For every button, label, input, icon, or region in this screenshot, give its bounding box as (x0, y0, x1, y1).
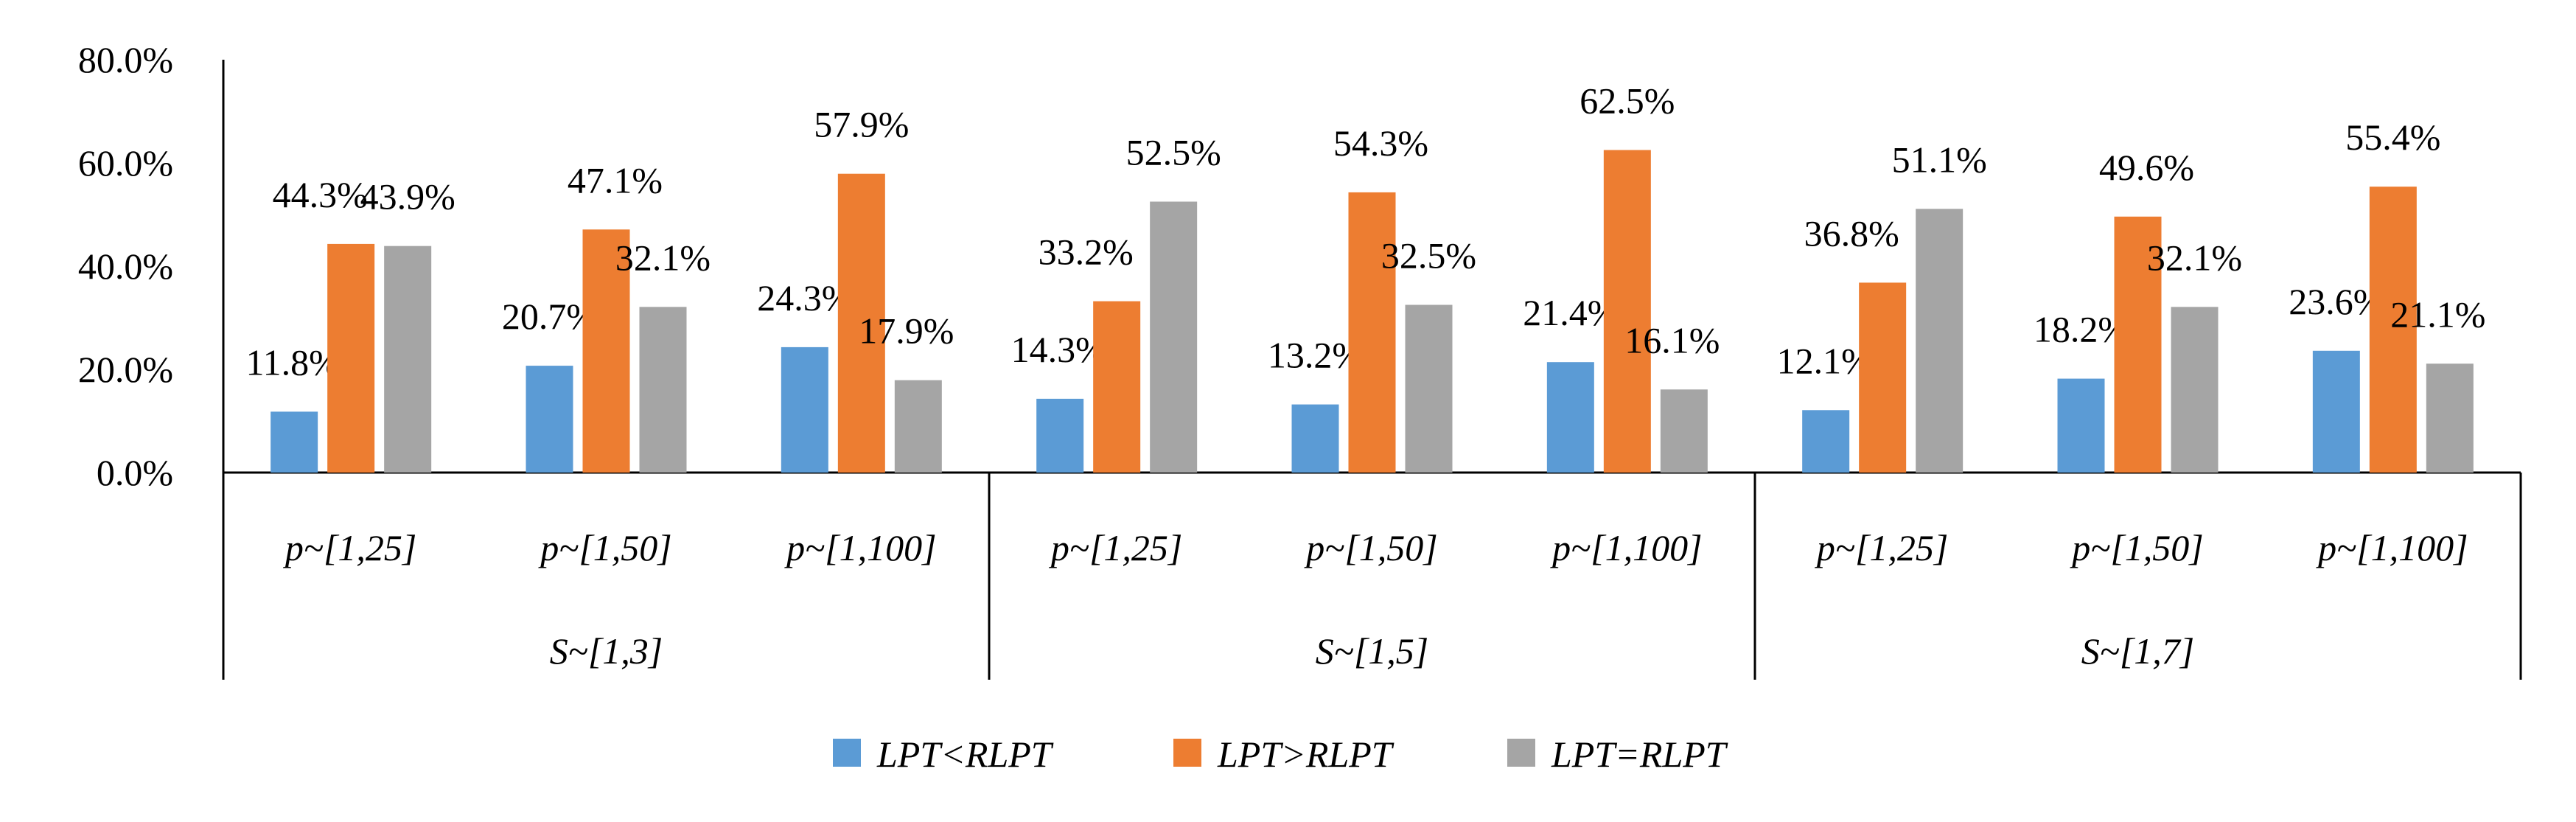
bar (1405, 304, 1453, 473)
category-label: p~[1,50] (1304, 527, 1437, 568)
data-label: 20.7% (502, 296, 597, 337)
bar (1546, 362, 1594, 473)
bar (2426, 363, 2474, 473)
category-label: p~[1,25] (1049, 527, 1182, 568)
bar (1093, 301, 1141, 473)
bar (2312, 350, 2360, 473)
y-tick-label: 60.0% (78, 142, 173, 184)
data-label: 24.3% (757, 277, 852, 318)
bar (384, 245, 432, 473)
data-label: 44.3% (273, 174, 368, 215)
data-label: 52.5% (1126, 132, 1221, 173)
data-label: 51.1% (1892, 139, 1987, 180)
data-label: 21.4% (1523, 292, 1618, 333)
legend-swatch (833, 739, 861, 767)
bar (327, 243, 375, 473)
group-label: S~[1,5] (1316, 630, 1428, 672)
data-label: 21.1% (2390, 293, 2485, 335)
legend-label: LPT<RLPT (876, 734, 1054, 775)
data-label: 49.6% (2099, 147, 2194, 188)
bar (2369, 187, 2417, 473)
legend-swatch (1173, 739, 1201, 767)
bar (837, 173, 885, 473)
data-label: 57.9% (814, 104, 909, 145)
y-tick-label: 40.0% (78, 245, 173, 287)
data-label: 11.8% (246, 341, 340, 383)
data-label: 18.2% (2034, 309, 2129, 350)
bar (1660, 389, 1708, 473)
data-label: 55.4% (2345, 116, 2440, 158)
bar (639, 307, 687, 473)
data-label: 32.1% (2147, 237, 2242, 278)
data-label: 12.1% (1777, 340, 1872, 381)
bar (2171, 307, 2219, 473)
data-label: 36.8% (1804, 212, 1899, 254)
data-label: 47.1% (568, 159, 663, 201)
data-label: 32.5% (1381, 235, 1476, 276)
bar (2057, 378, 2105, 473)
bar (1603, 150, 1651, 473)
bar (1859, 282, 1907, 473)
category-label: p~[1,100] (1550, 527, 1702, 568)
bar (2114, 216, 2162, 473)
legend-label: LPT>RLPT (1217, 734, 1395, 775)
data-label: 32.1% (615, 237, 711, 278)
data-label: 43.9% (360, 176, 455, 217)
legend-swatch (1507, 739, 1535, 767)
bar (1291, 404, 1339, 473)
bar (781, 346, 828, 473)
data-label: 16.1% (1624, 319, 1720, 361)
bar (1348, 192, 1396, 473)
data-label: 23.6% (2289, 281, 2384, 322)
bar (1036, 398, 1084, 473)
group-label: S~[1,3] (550, 630, 663, 672)
category-label: p~[1,100] (2316, 527, 2468, 568)
bar (270, 411, 318, 473)
data-label: 14.3% (1011, 329, 1106, 370)
data-label: 54.3% (1333, 122, 1428, 164)
y-tick-label: 20.0% (78, 349, 173, 390)
bar (582, 229, 630, 473)
category-label: p~[1,25] (1815, 527, 1948, 568)
category-label: p~[1,100] (784, 527, 936, 568)
bar (526, 366, 573, 473)
bar (1802, 410, 1850, 473)
legend-label: LPT=RLPT (1551, 734, 1728, 775)
bar (894, 380, 942, 473)
category-label: p~[1,25] (283, 527, 416, 568)
y-tick-label: 0.0% (97, 452, 173, 493)
data-label: 62.5% (1580, 80, 1675, 122)
y-tick-label: 80.0% (78, 39, 173, 80)
group-label: S~[1,7] (2081, 630, 2194, 672)
category-label: p~[1,50] (538, 527, 671, 568)
data-label: 33.2% (1039, 231, 1134, 273)
data-label: 17.9% (859, 310, 954, 352)
bar (1150, 201, 1198, 473)
data-label: 13.2% (1268, 335, 1363, 376)
category-label: p~[1,50] (2070, 527, 2203, 568)
bar (1916, 209, 1964, 473)
